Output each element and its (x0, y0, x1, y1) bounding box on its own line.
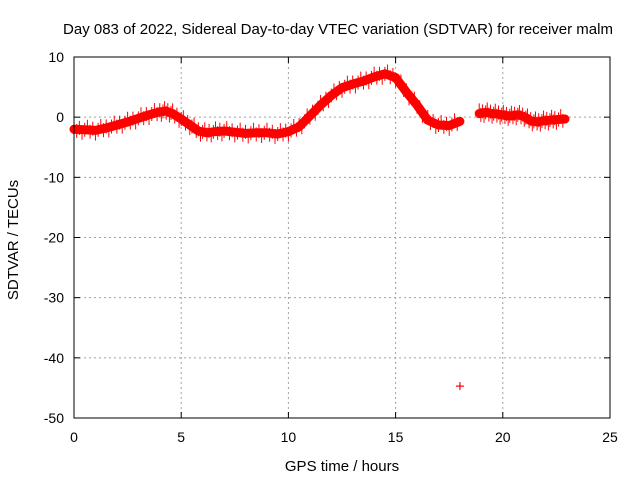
data-series (69, 64, 570, 391)
x-axis-label: GPS time / hours (285, 458, 399, 475)
chart-title: Day 083 of 2022, Sidereal Day-to-day VTE… (63, 21, 613, 38)
y-tick-label: 10 (48, 49, 64, 65)
x-tick-label: 25 (602, 429, 618, 445)
y-tick-label: -10 (44, 169, 64, 185)
y-tick-label: -50 (44, 410, 64, 426)
y-tick-label: 0 (56, 109, 64, 125)
y-tick-label: -20 (44, 230, 64, 246)
x-tick-label: 0 (70, 429, 78, 445)
x-tick-label: 5 (177, 429, 185, 445)
y-tick-label: -30 (44, 290, 64, 306)
x-tick-label: 15 (388, 429, 404, 445)
axis-ticks: 0 5 10 15 20 25 10 0 -10 -20 -30 -40 -50 (44, 49, 618, 445)
x-tick-label: 20 (495, 429, 511, 445)
x-tick-label: 10 (281, 429, 297, 445)
y-axis-label: SDTVAR / TECUs (5, 180, 22, 300)
y-tick-label: -40 (44, 350, 64, 366)
